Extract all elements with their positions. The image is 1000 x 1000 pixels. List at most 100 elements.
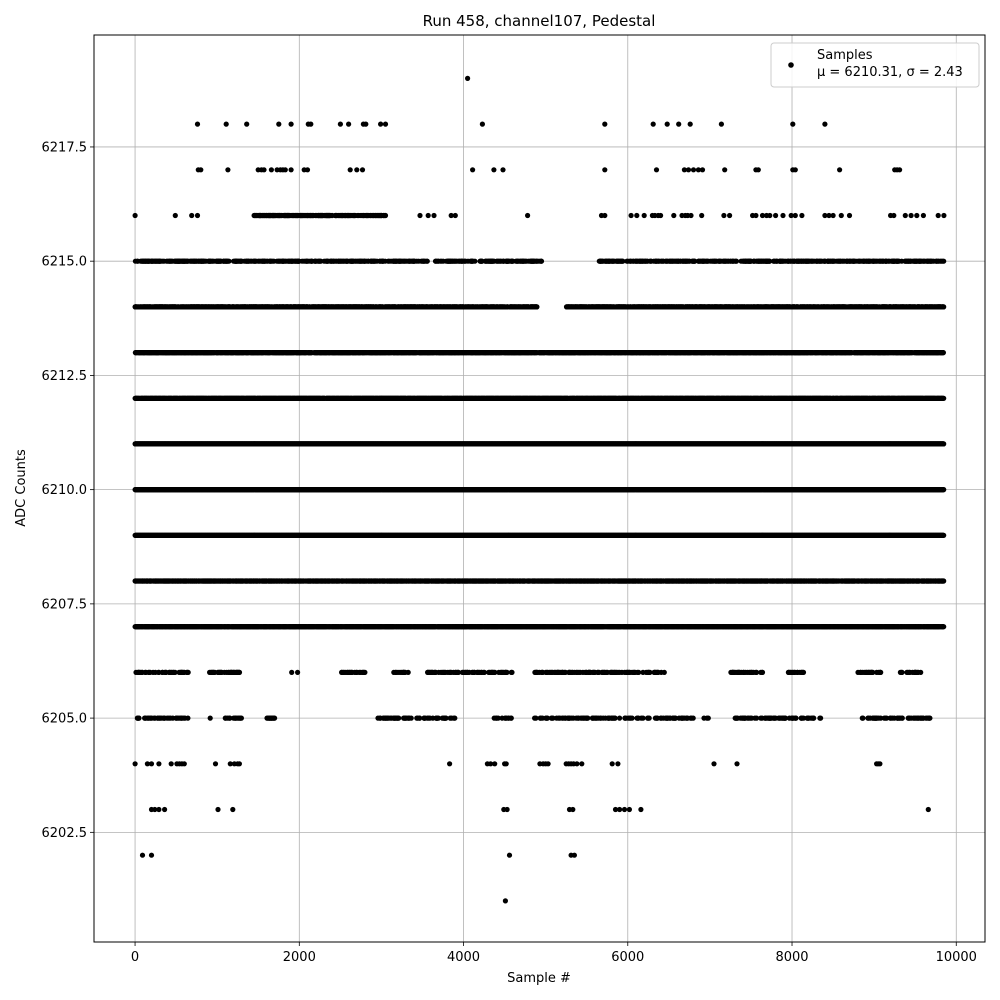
data-point: [472, 258, 478, 264]
data-point: [223, 121, 229, 127]
data-points: [132, 75, 947, 904]
data-point: [282, 167, 288, 173]
data-point: [940, 350, 947, 356]
data-point: [914, 212, 920, 219]
data-point: [354, 167, 360, 173]
data-point: [452, 212, 458, 219]
data-point: [755, 167, 761, 173]
data-point: [308, 121, 314, 127]
data-point: [690, 167, 697, 173]
data-point: [718, 121, 725, 127]
data-point: [653, 167, 660, 173]
data-point: [479, 121, 485, 127]
data-point: [382, 212, 389, 219]
data-point: [837, 167, 843, 173]
data-point: [525, 212, 531, 219]
data-point: [288, 121, 294, 127]
data-point: [620, 258, 626, 264]
data-point: [688, 212, 694, 219]
data-point: [733, 258, 740, 264]
data-point: [722, 167, 728, 173]
data-point: [304, 167, 311, 173]
data-point: [676, 121, 682, 127]
data-point: [920, 212, 927, 219]
data-point: [941, 212, 947, 219]
data-point: [244, 121, 250, 127]
data-point: [780, 212, 786, 219]
data-point: [425, 212, 431, 219]
data-point: [172, 212, 178, 219]
data-point: [225, 167, 231, 173]
data-point: [628, 212, 634, 219]
data-point: [363, 121, 369, 127]
data-point: [721, 212, 727, 219]
data-point: [773, 212, 779, 219]
data-point: [908, 212, 914, 219]
data-point: [189, 212, 195, 219]
data-point: [465, 75, 471, 81]
data-point: [132, 212, 138, 219]
data-point: [941, 304, 947, 310]
data-point: [424, 258, 430, 264]
data-point: [650, 121, 656, 127]
data-point: [699, 212, 705, 219]
data-point: [602, 212, 608, 219]
data-point: [846, 212, 853, 219]
data-point: [790, 121, 796, 127]
data-point: [685, 167, 692, 173]
data-point: [288, 167, 294, 173]
data-point: [759, 212, 766, 219]
data-point: [681, 167, 688, 173]
data-point: [792, 212, 798, 219]
data-point: [792, 167, 798, 173]
data-point: [822, 121, 828, 127]
data-point: [941, 258, 947, 264]
data-point: [664, 121, 670, 127]
chart-title: Run 458, channel107, Pedestal: [423, 12, 656, 30]
data-point: [602, 167, 608, 173]
data-point: [695, 167, 702, 173]
data-point: [431, 212, 437, 219]
data-point: [767, 212, 773, 219]
data-point: [897, 167, 903, 173]
data-point: [602, 121, 608, 127]
data-point: [448, 212, 454, 219]
data-point: [500, 167, 506, 173]
data-point: [727, 212, 733, 219]
data-point: [935, 212, 941, 219]
data-point: [799, 212, 805, 219]
data-point: [470, 167, 476, 173]
data-point: [830, 212, 836, 219]
data-point: [337, 121, 343, 127]
data-point: [194, 121, 201, 127]
data-point: [658, 212, 664, 219]
data-point: [902, 212, 908, 219]
data-point: [261, 167, 267, 173]
data-point: [699, 167, 706, 173]
data-point: [671, 212, 677, 219]
data-point: [194, 212, 201, 219]
data-point: [276, 121, 282, 127]
data-point: [378, 121, 384, 127]
data-point: [491, 167, 497, 173]
data-point: [534, 304, 540, 310]
data-point: [822, 212, 828, 219]
data-point: [346, 121, 352, 127]
data-point: [359, 167, 366, 173]
data-point: [226, 258, 232, 264]
data-point: [268, 167, 274, 173]
data-point: [198, 167, 204, 173]
data-point: [891, 212, 897, 219]
data-point: [641, 212, 647, 219]
data-point: [838, 212, 844, 219]
data-point: [417, 212, 423, 219]
data-point: [634, 212, 640, 219]
data-point: [753, 212, 759, 219]
data-point: [826, 212, 832, 219]
data-point: [382, 121, 389, 127]
data-point: [687, 121, 693, 127]
data-point: [788, 212, 794, 219]
data-point: [692, 258, 698, 264]
